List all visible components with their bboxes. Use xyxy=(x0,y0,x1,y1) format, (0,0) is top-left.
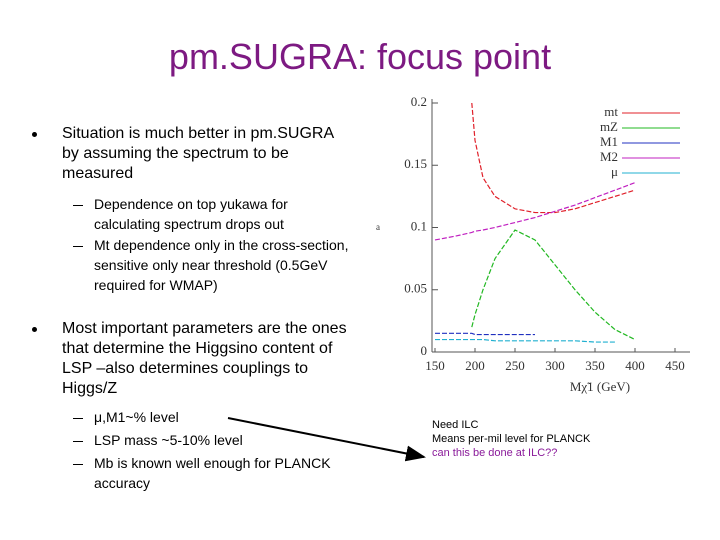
annotation: Need ILC xyxy=(432,419,479,431)
x-axis-label: Mχ̃1 (GeV) xyxy=(570,379,630,394)
annotation: Means per-mil level for PLANCK xyxy=(432,433,591,445)
y-axis-label: a xyxy=(376,222,380,232)
series-line xyxy=(471,229,636,341)
sub-bullet-text: Dependence on top yukawa for calculating… xyxy=(94,196,288,232)
sub-bullet xyxy=(73,464,83,465)
legend-label: μ xyxy=(611,164,618,179)
sub-bullet-text: Mb is known well enough for PLANCK accur… xyxy=(94,455,331,491)
x-tick-label: 450 xyxy=(665,358,685,373)
sub-bullet-text: LSP mass ~5-10% level xyxy=(94,432,243,448)
slide-title: pm.SUGRA: focus point xyxy=(168,36,552,77)
series-line xyxy=(471,102,636,214)
sub-bullet xyxy=(73,205,83,206)
x-tick-label: 400 xyxy=(625,358,645,373)
series-line xyxy=(435,332,535,336)
sub-bullet xyxy=(73,418,83,419)
sub-bullet xyxy=(73,246,83,247)
x-tick-label: 150 xyxy=(425,358,445,373)
annotation: can this be done at ILC?? xyxy=(432,447,558,459)
series-line xyxy=(434,182,636,241)
x-tick-label: 350 xyxy=(585,358,605,373)
sub-bullet-text: μ,M1~% level xyxy=(94,409,179,425)
legend-label: mZ xyxy=(600,119,618,134)
legend-label: M2 xyxy=(600,149,618,164)
y-tick-label: 0.15 xyxy=(404,156,427,171)
y-tick-label: 0.1 xyxy=(411,218,427,233)
legend-label: mt xyxy=(604,104,618,119)
arrow xyxy=(227,417,426,462)
y-tick-label: 0.2 xyxy=(411,94,427,109)
bullet xyxy=(32,327,37,332)
y-tick-label: 0.05 xyxy=(404,281,427,296)
series-line xyxy=(435,338,615,343)
bullet-text: Most important parameters are the ones t… xyxy=(62,320,347,397)
x-tick-label: 250 xyxy=(505,358,525,373)
sub-bullet xyxy=(73,441,83,442)
y-tick-label: 0 xyxy=(421,343,428,358)
x-tick-label: 200 xyxy=(465,358,485,373)
x-tick-label: 300 xyxy=(545,358,565,373)
legend-label: M1 xyxy=(600,134,618,149)
sub-bullet-text: Mt dependence only in the cross-section,… xyxy=(94,237,349,293)
bullet-text: Situation is much better in pm.SUGRA by … xyxy=(62,125,334,182)
bullet xyxy=(32,132,37,137)
